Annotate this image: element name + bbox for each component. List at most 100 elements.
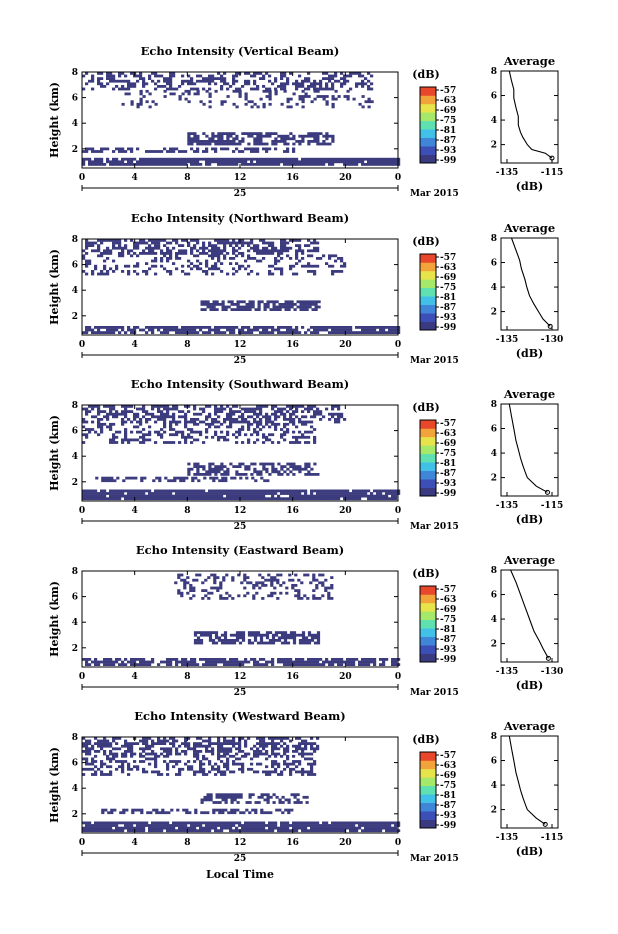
echo-cell: [268, 89, 272, 93]
echo-cell: [97, 750, 101, 753]
echo-cell: [301, 829, 305, 833]
echo-cell: [199, 326, 203, 329]
echo-cell: [259, 157, 263, 161]
echo-cell: [266, 798, 270, 802]
echo-cell: [370, 328, 374, 332]
echo-cell: [343, 824, 347, 827]
echo-cell: [346, 492, 350, 495]
echo-cell: [352, 160, 356, 164]
echo-cell: [265, 252, 269, 255]
echo-cell: [226, 639, 231, 642]
echo-cell: [223, 826, 227, 830]
echo-cell: [283, 244, 287, 247]
echo-cell: [226, 272, 230, 276]
echo-cell: [166, 257, 170, 260]
echo-cell: [223, 331, 227, 334]
echo-cell: [307, 773, 311, 776]
echo-cell: [193, 631, 198, 634]
echo-cell: [298, 663, 302, 666]
echo-cell: [232, 633, 237, 637]
echo-cell: [364, 326, 368, 329]
echo-cell: [346, 494, 350, 498]
echo-cell: [106, 157, 110, 161]
echo-cell: [88, 767, 92, 771]
echo-cell: [278, 808, 282, 812]
echo-cell: [286, 754, 290, 758]
echo-cell: [217, 739, 221, 743]
echo-cell: [310, 497, 314, 501]
echo-cell: [262, 744, 266, 748]
echo-cell: [82, 750, 86, 753]
echo-cell: [166, 405, 170, 408]
echo-cell: [298, 420, 302, 424]
echo-cell: [106, 492, 110, 495]
echo-cell: [298, 82, 302, 86]
echo-cell: [121, 249, 125, 253]
echo-cell: [217, 142, 221, 146]
echo-cell: [211, 826, 215, 830]
echo-cell: [175, 750, 179, 753]
echo-cell: [373, 160, 377, 164]
echo-cell: [133, 328, 137, 332]
echo-cell: [178, 760, 182, 763]
echo-cell: [271, 826, 275, 830]
x-tick-label: 4: [132, 173, 138, 183]
x-tick-label: 12: [234, 838, 247, 848]
echo-cell: [100, 72, 104, 75]
echo-cell: [166, 773, 170, 776]
echo-cell: [112, 163, 116, 166]
echo-cell: [286, 410, 290, 413]
colorbar-segment: [420, 645, 436, 654]
echo-cell: [283, 430, 287, 434]
echo-cell: [292, 412, 296, 416]
echo-cell: [331, 102, 335, 106]
echo-cell: [187, 737, 191, 740]
echo-cell: [268, 826, 272, 830]
echo-cell: [307, 328, 311, 332]
echo-cell: [382, 821, 386, 825]
echo-cell: [304, 747, 308, 751]
echo-cell: [305, 303, 309, 306]
echo-cell: [232, 420, 236, 424]
echo-cell: [184, 660, 188, 664]
echo-cell: [154, 497, 158, 501]
echo-cell: [178, 410, 182, 413]
echo-cell: [304, 824, 308, 827]
echo-cell: [241, 750, 245, 753]
echo-cell: [322, 134, 326, 138]
echo-cell: [202, 497, 206, 501]
echo-cell: [292, 473, 296, 476]
echo-cell: [100, 241, 104, 245]
echo-cell: [115, 147, 119, 151]
echo-cell: [202, 326, 206, 329]
echo-cell: [103, 824, 107, 827]
echo-cell: [325, 494, 329, 498]
echo-cell: [107, 479, 111, 483]
echo-cell: [220, 497, 224, 501]
echo-cell: [289, 239, 293, 242]
echo-cell: [301, 773, 305, 776]
echo-cell: [349, 829, 353, 833]
echo-cell: [196, 821, 200, 825]
echo-cell: [334, 824, 338, 827]
echo-cell: [310, 773, 314, 776]
x-tick-label: 4: [132, 340, 138, 350]
echo-cell: [172, 405, 176, 408]
echo-cell: [217, 157, 221, 161]
echo-cell: [301, 163, 305, 166]
echo-cell: [182, 476, 186, 480]
beam-panel-1: Echo Intensity (Northward Beam)2468Heigh…: [48, 211, 563, 366]
echo-cell: [85, 326, 89, 329]
echo-cell: [307, 85, 311, 88]
echo-cell: [187, 467, 191, 471]
echo-cell: [271, 140, 275, 143]
echo-cell: [319, 829, 323, 833]
echo-cell: [224, 808, 228, 812]
echo-cell: [236, 305, 240, 309]
echo-cell: [199, 412, 203, 416]
echo-cell: [235, 134, 239, 138]
echo-cell: [337, 407, 341, 411]
echo-cell: [127, 744, 131, 748]
echo-cell: [364, 77, 368, 80]
date-month: Mar 2015: [410, 854, 459, 864]
